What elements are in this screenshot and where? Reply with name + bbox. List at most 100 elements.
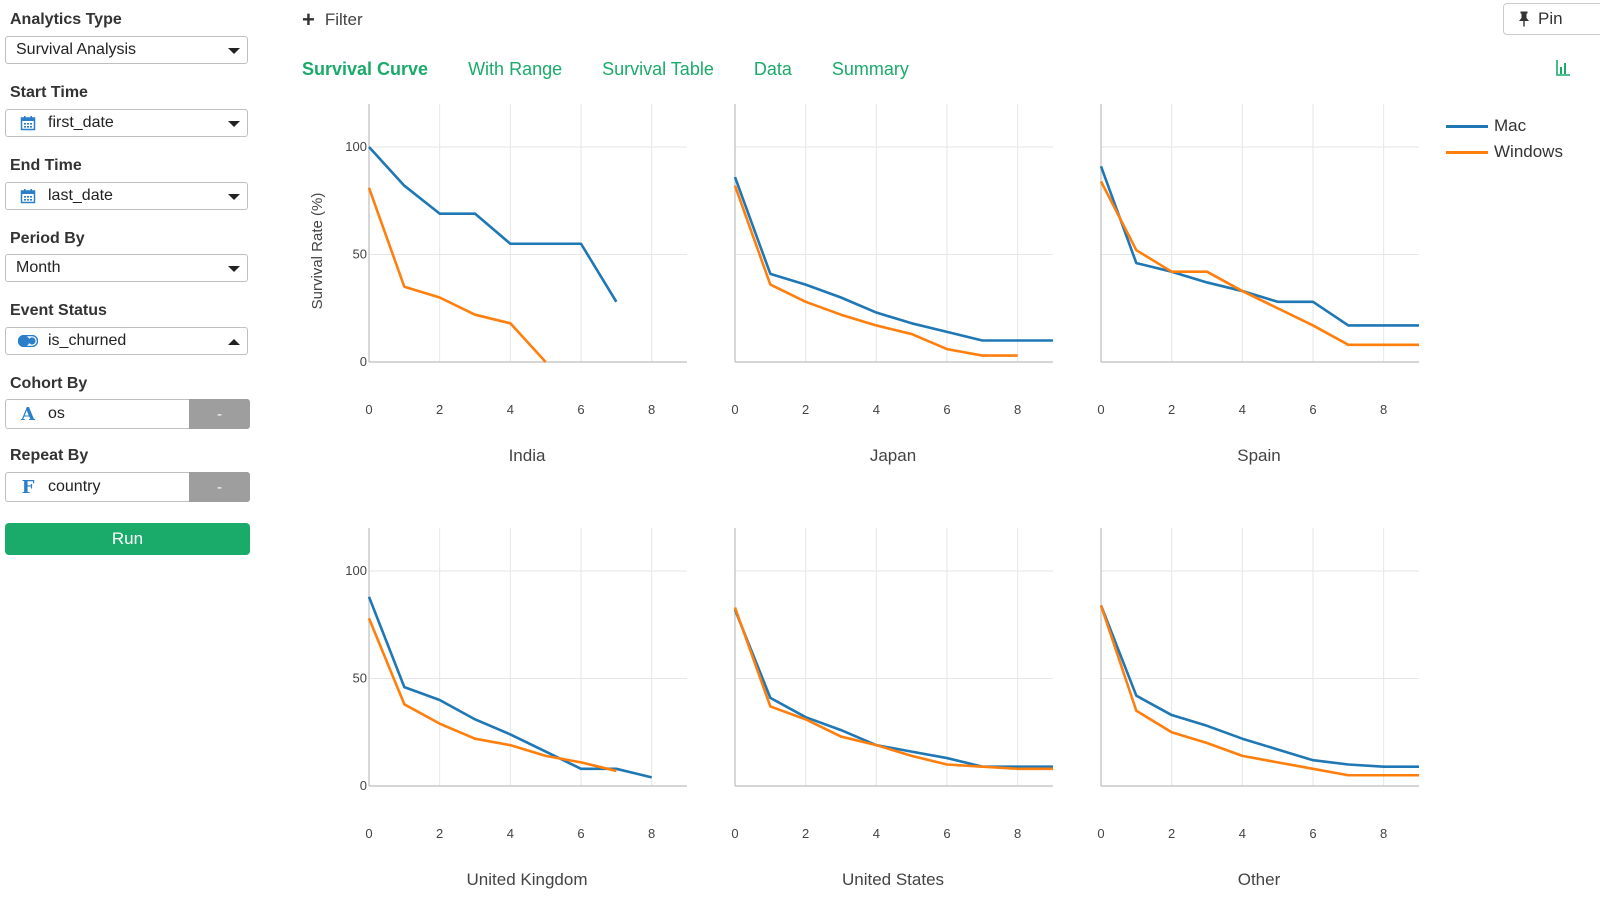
filter-label: Filter — [324, 10, 363, 29]
series-line-windows — [733, 185, 1018, 357]
analytics-type-value: Survival Analysis — [16, 41, 137, 58]
x-tick-label: 4 — [1239, 826, 1246, 841]
series-line-windows — [733, 607, 1053, 771]
tab-data[interactable]: Data — [753, 59, 792, 79]
calendar-icon — [18, 115, 38, 131]
y-tick-label: 0 — [360, 778, 367, 793]
pin-label: Pin — [1538, 9, 1563, 28]
x-tick-label: 8 — [648, 826, 655, 841]
x-tick-label: 4 — [1239, 402, 1246, 417]
view-tabs: Survival Curve With Range Survival Table… — [302, 59, 949, 80]
x-tick-label: 8 — [1014, 826, 1021, 841]
legend-swatch-windows — [1446, 150, 1488, 154]
x-tick-label: 4 — [507, 402, 514, 417]
x-tick-label: 6 — [1309, 402, 1316, 417]
start-time-label: Start Time — [10, 84, 88, 101]
chevron-down-icon — [228, 194, 240, 200]
x-tick-label: 0 — [365, 826, 372, 841]
chevron-down-icon — [228, 48, 240, 54]
end-time-label: End Time — [10, 157, 82, 174]
analytics-type-select[interactable]: Survival Analysis — [5, 36, 248, 64]
series-line-mac — [1099, 604, 1419, 768]
series-line-mac — [1099, 165, 1419, 327]
legend-label-mac: Mac — [1494, 116, 1527, 135]
y-tick-label: 50 — [353, 247, 367, 262]
event-status-select[interactable]: is_churned — [5, 327, 248, 355]
cohort-by-column[interactable]: A os — [5, 399, 189, 429]
x-tick-label: 0 — [731, 402, 738, 417]
x-tick-label: 6 — [577, 402, 584, 417]
cohort-by-picker: A os - — [5, 399, 250, 429]
series-line-windows — [367, 187, 547, 363]
period-by-select[interactable]: Month — [5, 254, 248, 282]
cohort-by-value: os — [48, 405, 65, 422]
period-by-value: Month — [16, 259, 61, 276]
x-tick-label: 2 — [1168, 402, 1175, 417]
repeat-by-column[interactable]: F country — [5, 472, 189, 502]
tab-summary[interactable]: Summary — [831, 59, 909, 79]
repeat-by-picker: F country - — [5, 472, 250, 502]
x-tick-label: 4 — [507, 826, 514, 841]
tab-survival-curve[interactable]: Survival Curve — [302, 59, 429, 79]
chart-legend: Mac Windows — [1446, 113, 1563, 165]
calendar-icon — [18, 188, 38, 204]
series-line-mac — [733, 609, 1053, 768]
period-by-label: Period By — [10, 230, 85, 247]
tab-with-range[interactable]: With Range — [468, 59, 563, 79]
series-line-windows — [367, 617, 617, 773]
y-tick-label: 50 — [353, 671, 367, 686]
toggle-icon — [18, 335, 38, 347]
series-line-windows — [1099, 604, 1419, 777]
repeat-by-value: country — [48, 478, 101, 495]
y-tick-label: 100 — [345, 563, 367, 578]
cohort-by-remove-button[interactable]: - — [189, 399, 250, 429]
facet-title: Spain — [1237, 446, 1280, 465]
chevron-down-icon — [228, 266, 240, 272]
x-tick-label: 0 — [731, 826, 738, 841]
y-axis-title: Survival Rate (%) — [309, 193, 326, 310]
series-line-mac — [368, 146, 618, 303]
string-type-icon: A — [21, 403, 35, 425]
repeat-by-label: Repeat By — [10, 447, 89, 464]
pin-button[interactable]: Pin — [1503, 3, 1600, 35]
x-tick-label: 4 — [873, 402, 880, 417]
x-tick-label: 2 — [436, 826, 443, 841]
filter-button[interactable]: + Filter — [302, 7, 363, 32]
x-tick-label: 2 — [802, 402, 809, 417]
legend-label-windows: Windows — [1494, 142, 1563, 161]
tab-survival-table[interactable]: Survival Table — [602, 59, 714, 79]
y-tick-label: 100 — [345, 139, 367, 154]
legend-item-mac[interactable]: Mac — [1446, 113, 1563, 139]
repeat-by-remove-button[interactable]: - — [189, 472, 250, 502]
x-tick-label: 2 — [1168, 826, 1175, 841]
start-time-select[interactable]: first_date — [5, 109, 248, 137]
x-tick-label: 0 — [1097, 402, 1104, 417]
chevron-down-icon — [228, 121, 240, 127]
x-tick-label: 0 — [1097, 826, 1104, 841]
x-tick-label: 6 — [943, 402, 950, 417]
x-tick-label: 4 — [873, 826, 880, 841]
bar-chart-icon[interactable] — [1556, 59, 1570, 82]
sidebar: Analytics Type Survival Analysis Start T… — [0, 0, 260, 916]
series-line-mac — [733, 176, 1053, 342]
legend-item-windows[interactable]: Windows — [1446, 139, 1563, 165]
x-tick-label: 8 — [1380, 826, 1387, 841]
facet-title: United Kingdom — [467, 870, 588, 889]
pin-icon — [1518, 11, 1530, 27]
plus-icon: + — [302, 7, 315, 32]
x-tick-label: 8 — [1014, 402, 1021, 417]
x-tick-label: 6 — [1309, 826, 1316, 841]
run-button[interactable]: Run — [5, 523, 250, 555]
facet-title: Japan — [870, 446, 916, 465]
y-tick-label: 0 — [360, 354, 367, 369]
series-line-windows — [1099, 180, 1419, 347]
end-time-select[interactable]: last_date — [5, 182, 248, 210]
legend-swatch-mac — [1446, 124, 1488, 128]
x-tick-label: 0 — [365, 402, 372, 417]
factor-type-icon: F — [21, 476, 35, 498]
facet-title: India — [509, 446, 546, 465]
chevron-up-icon — [228, 339, 240, 345]
x-tick-label: 6 — [577, 826, 584, 841]
start-time-value: first_date — [48, 114, 114, 131]
